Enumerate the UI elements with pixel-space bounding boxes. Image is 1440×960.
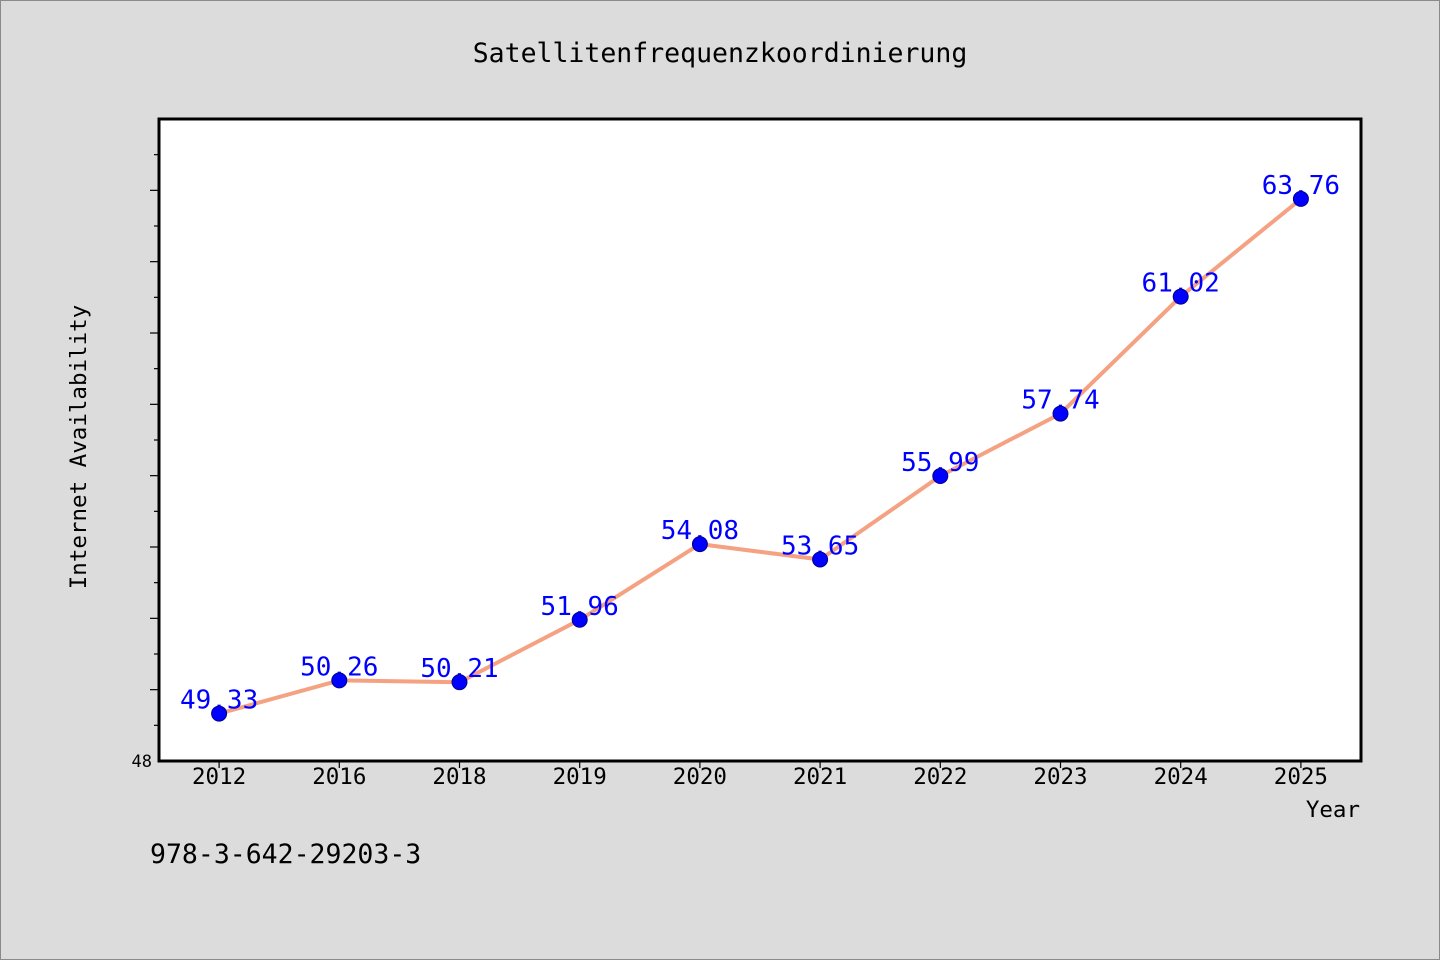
series-line (217, 196, 1303, 716)
chart-title: Satellitenfrequenzkoordinierung (473, 38, 968, 69)
x-tick-label-2022: 2022 (913, 764, 967, 790)
x-axis-label: Year (1306, 797, 1360, 823)
x-axis-ticks: 2012 2016 2018 2019 2020 2021 2022 2023 2024 2025 (192, 762, 1328, 790)
y-axis-ticks: 48 (132, 154, 158, 772)
data-point-2025 (1292, 190, 1309, 207)
y-axis-label: Internet Availability (66, 305, 92, 589)
x-tick-label-2018: 2018 (432, 764, 486, 790)
x-tick-label-2025: 2025 (1274, 764, 1328, 790)
data-point-2021 (812, 551, 829, 568)
series-layer (217, 196, 1303, 716)
plot-area (157, 117, 1363, 763)
data-point-2012 (211, 705, 228, 722)
data-point-2018 (451, 674, 468, 691)
data-point-2023 (1052, 405, 1069, 422)
data-point-2022 (932, 468, 949, 485)
x-tick-label-2023: 2023 (1033, 764, 1087, 790)
data-point-2020 (691, 536, 708, 553)
data-point-2019 (571, 611, 588, 628)
data-point-2016 (331, 672, 348, 689)
data-markers (211, 190, 1309, 722)
x-tick-label-2021: 2021 (793, 764, 847, 790)
x-tick-label-2012: 2012 (192, 764, 246, 790)
data-point-2024 (1172, 288, 1189, 305)
footer-code: 978-3-642-29203-3 (150, 839, 421, 870)
x-tick-label-2024: 2024 (1154, 764, 1208, 790)
x-tick-label-2019: 2019 (553, 764, 607, 790)
x-tick-label-2016: 2016 (312, 764, 366, 790)
x-tick-label-2020: 2020 (673, 764, 727, 790)
y-tick-label: 48 (132, 752, 152, 772)
